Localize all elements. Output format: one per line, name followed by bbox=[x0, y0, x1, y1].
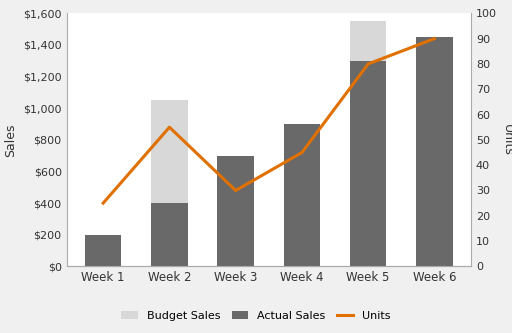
Bar bbox=[284, 140, 320, 266]
Bar bbox=[85, 235, 121, 266]
Bar bbox=[218, 179, 254, 266]
Y-axis label: Sales: Sales bbox=[5, 123, 17, 157]
Legend: Budget Sales, Actual Sales, Units: Budget Sales, Actual Sales, Units bbox=[118, 307, 394, 324]
Y-axis label: Units: Units bbox=[501, 124, 512, 156]
Bar bbox=[218, 156, 254, 266]
Bar bbox=[151, 100, 187, 266]
Bar bbox=[416, 61, 453, 266]
Bar bbox=[85, 235, 121, 266]
Units bbox=[166, 125, 173, 129]
Bar bbox=[284, 124, 320, 266]
Bar bbox=[416, 37, 453, 266]
Units bbox=[100, 201, 106, 205]
Units bbox=[299, 151, 305, 155]
Units bbox=[365, 62, 371, 66]
Bar bbox=[151, 203, 187, 266]
Units bbox=[232, 188, 239, 192]
Bar bbox=[350, 61, 387, 266]
Bar bbox=[350, 21, 387, 266]
Units bbox=[432, 37, 438, 41]
Line: Units: Units bbox=[103, 39, 435, 203]
